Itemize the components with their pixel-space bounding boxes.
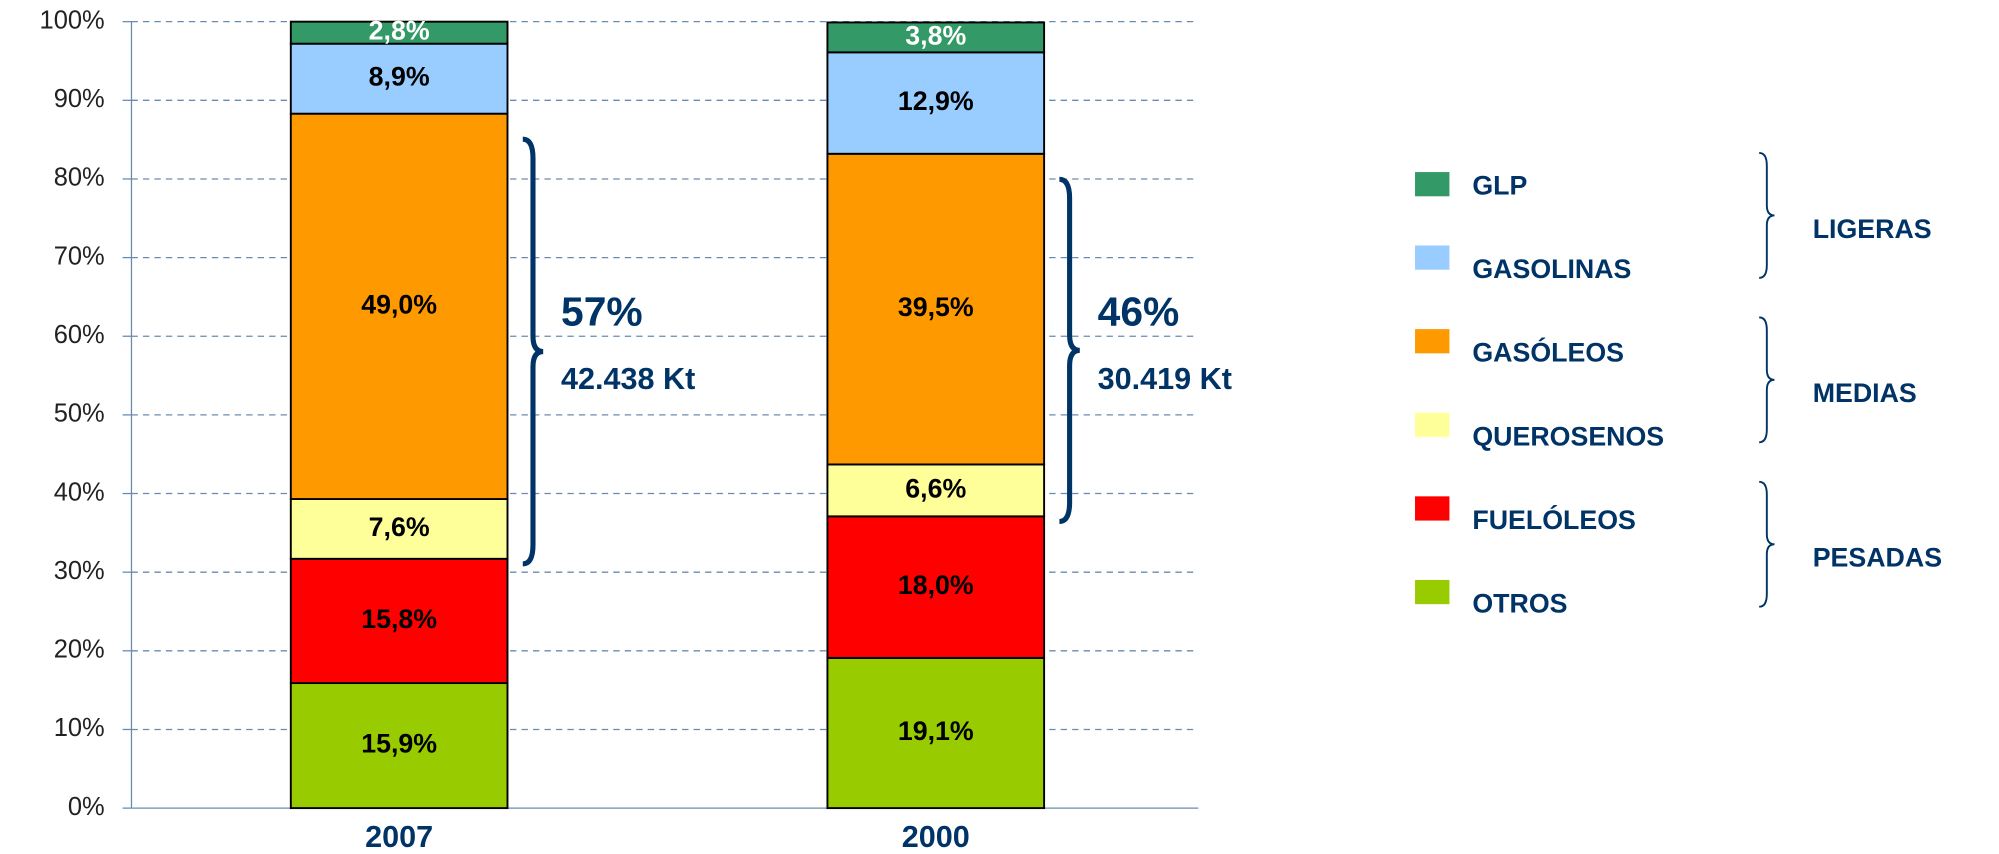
group-brace [1759, 316, 1775, 444]
data-label: 12,9% [898, 86, 974, 116]
data-label: 15,9% [361, 729, 437, 759]
legend-group-label: LIGERAS [1813, 214, 1932, 244]
annotation: 30.419 Kt [1098, 362, 1232, 396]
bar-segment [289, 498, 509, 560]
legend-swatch [1415, 412, 1450, 437]
bar-segment [826, 51, 1046, 155]
annotation: 42.438 Kt [561, 362, 695, 396]
y-tick-label: 60% [54, 321, 105, 349]
data-label: 49,0% [361, 289, 437, 319]
bar-segment [289, 42, 509, 115]
bar-segment [826, 152, 1046, 466]
bar-segment [289, 20, 509, 45]
legend-label: OTROS [1472, 589, 1567, 619]
legend-label: GASOLINAS [1472, 254, 1631, 284]
data-label: 39,5% [898, 292, 974, 322]
data-label: 15,8% [361, 604, 437, 634]
legend-label: GLP [1472, 170, 1527, 200]
legend-group-label: MEDIAS [1813, 378, 1917, 408]
x-tick-label: 2007 [365, 820, 433, 854]
bracket [1059, 176, 1081, 524]
y-tick-label: 20% [54, 636, 105, 664]
bar-segment [826, 21, 1046, 54]
data-label: 18,0% [898, 570, 974, 600]
annotation: 46% [1098, 289, 1180, 335]
data-label: 8,9% [369, 62, 430, 92]
group-brace [1759, 480, 1775, 608]
x-tick-label: 2000 [902, 820, 970, 854]
legend-swatch [1415, 245, 1450, 270]
y-tick-label: 10% [54, 714, 105, 742]
y-tick-label: 40% [54, 478, 105, 506]
data-label: 7,6% [369, 512, 430, 542]
y-tick-label: 100% [40, 6, 105, 34]
bar-segment [826, 656, 1046, 810]
legend-label: QUEROSENOS [1472, 421, 1664, 451]
legend-label: GASÓLEOS [1472, 337, 1624, 368]
annotation: 57% [561, 289, 643, 335]
y-tick-label: 70% [54, 242, 105, 270]
legend-label: FUELÓLEOS [1472, 504, 1635, 535]
legend-swatch [1415, 172, 1450, 197]
bar-segment [289, 557, 509, 685]
bar-segment [289, 112, 509, 500]
bracket [522, 136, 544, 567]
data-label: 3,8% [905, 20, 966, 50]
y-tick-label: 90% [54, 85, 105, 113]
y-tick-label: 30% [54, 557, 105, 585]
legend-group-label: PESADAS [1813, 543, 1942, 573]
data-label: 2,8% [369, 16, 430, 46]
bar-segment [826, 515, 1046, 659]
legend-swatch [1415, 496, 1450, 521]
bar-segment [289, 682, 509, 810]
legend-swatch [1415, 329, 1450, 354]
data-label: 6,6% [905, 473, 966, 503]
data-label: 19,1% [898, 716, 974, 746]
y-tick-label: 50% [54, 400, 105, 428]
group-brace [1759, 151, 1775, 279]
y-tick-label: 80% [54, 164, 105, 192]
y-tick-label: 0% [68, 793, 105, 821]
legend-swatch [1415, 579, 1450, 605]
